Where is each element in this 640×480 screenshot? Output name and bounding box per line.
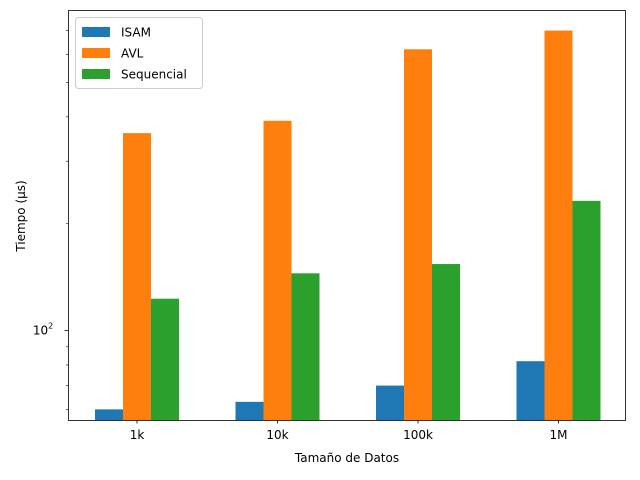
bar-isam-1k — [95, 409, 123, 420]
bar-sequencial-1k — [151, 298, 179, 420]
x-tick-label: 10k — [266, 428, 288, 442]
bar-avl-1m — [544, 30, 573, 420]
legend-label: Sequencial — [121, 68, 187, 82]
bar-sequencial-100k — [432, 264, 460, 420]
legend-label: AVL — [121, 47, 144, 61]
legend-label: ISAM — [121, 26, 151, 40]
bar-isam-100k — [376, 385, 404, 420]
bars-group — [95, 30, 601, 421]
bar-isam-1m — [516, 361, 545, 420]
legend-swatch — [82, 27, 110, 37]
legend-swatch — [82, 69, 110, 79]
x-axis-label: Tamaño de Datos — [294, 451, 399, 465]
plot-frame — [68, 10, 626, 421]
x-tick-label: 1k — [130, 428, 145, 442]
y-axis-label: Tiempo (µs) — [14, 180, 28, 252]
x-tick-label: 1M — [550, 428, 568, 442]
legend-swatch — [82, 48, 110, 58]
y-axis-ticks: 102 — [33, 30, 68, 410]
x-tick-label: 100k — [403, 428, 433, 442]
y-tick-label: 102 — [33, 322, 53, 338]
bar-avl-1k — [123, 133, 151, 421]
bar-sequencial-1m — [572, 200, 601, 420]
bar-sequencial-10k — [291, 273, 320, 420]
legend: ISAM AVL Sequencial — [75, 17, 203, 89]
bar-isam-10k — [235, 401, 264, 420]
x-axis-ticks: 1k 10k 100k 1M — [130, 420, 568, 442]
bar-avl-10k — [263, 120, 292, 420]
bar-avl-100k — [404, 49, 432, 421]
